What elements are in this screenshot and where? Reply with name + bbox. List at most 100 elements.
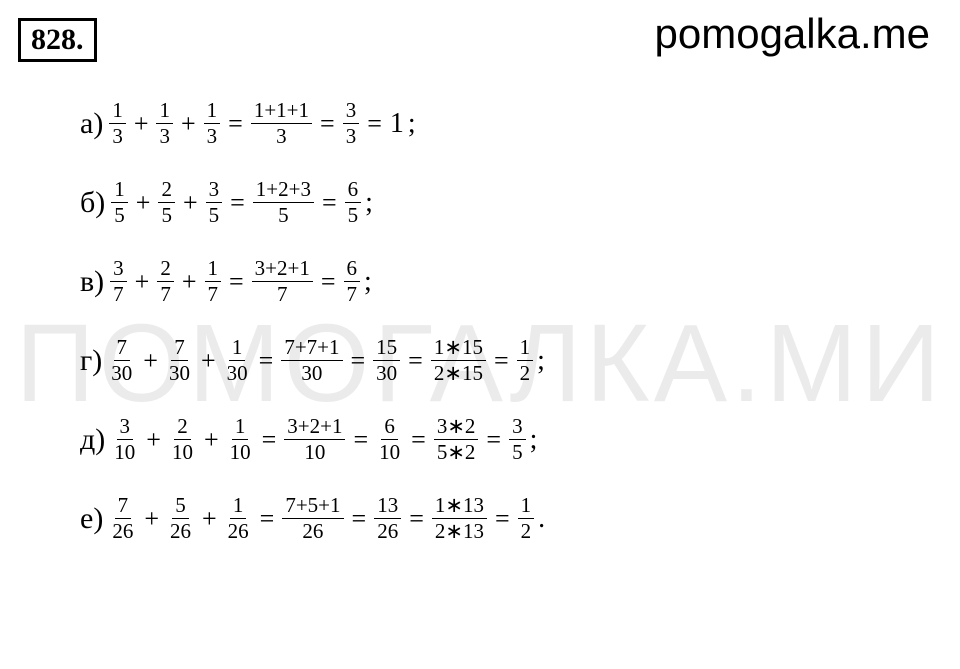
sum-frac-den: 5: [275, 203, 292, 226]
term-frac: 726: [109, 495, 136, 542]
equation-row: д)310+210+110=3+2+110=610=3∗25∗2=35;: [80, 416, 940, 463]
term-frac-num: 2: [158, 179, 175, 203]
problem-number: 828: [31, 23, 76, 56]
equals-sign: =: [411, 425, 426, 455]
term-frac: 110: [227, 416, 254, 463]
term-frac-num: 1: [204, 100, 221, 124]
term-frac: 27: [157, 258, 174, 305]
term-frac-num: 3: [206, 179, 223, 203]
row-label: е): [80, 502, 103, 536]
step-frac-den: 5∗2: [434, 440, 479, 463]
equals-sign: =: [229, 267, 244, 297]
step-frac-den: 30: [373, 361, 400, 384]
step-frac: 65: [345, 179, 362, 226]
equals-sign: =: [353, 425, 368, 455]
row-label: д): [80, 423, 105, 457]
term-frac: 37: [110, 258, 127, 305]
term-frac-den: 26: [167, 519, 194, 542]
term-frac: 130: [224, 337, 251, 384]
step-frac-num: 1∗13: [432, 495, 487, 519]
equals-sign: =: [409, 504, 424, 534]
term-frac: 35: [206, 179, 223, 226]
final-value: 1: [390, 108, 404, 140]
term-frac-den: 3: [204, 124, 221, 147]
step-frac: 1326: [374, 495, 401, 542]
term-frac-num: 1: [111, 179, 128, 203]
term-frac-num: 1: [109, 100, 126, 124]
step-frac-den: 2: [517, 361, 534, 384]
step-frac-den: 26: [374, 519, 401, 542]
step-frac-num: 3: [343, 100, 360, 124]
step-frac-num: 3: [509, 416, 526, 440]
sum-frac: 1+2+35: [253, 179, 314, 226]
step-frac-den: 5: [509, 440, 526, 463]
term-frac: 15: [111, 179, 128, 226]
plus-sign: +: [144, 504, 159, 534]
sum-frac-num: 1+1+1: [251, 100, 312, 124]
term-frac: 13: [156, 100, 173, 147]
sum-frac-num: 7+7+1: [281, 337, 342, 361]
row-terminator: ;: [530, 424, 538, 456]
term-frac: 730: [166, 337, 193, 384]
equals-sign: =: [262, 425, 277, 455]
step-frac: 67: [344, 258, 361, 305]
term-frac-num: 7: [171, 337, 188, 361]
term-frac: 13: [204, 100, 221, 147]
step-frac: 3∗25∗2: [434, 416, 479, 463]
term-frac-den: 30: [108, 361, 135, 384]
step-frac-den: 2∗13: [432, 519, 487, 542]
step-frac-num: 13: [374, 495, 401, 519]
sum-frac: 1+1+13: [251, 100, 312, 147]
step-frac-num: 6: [345, 179, 362, 203]
term-frac-den: 10: [227, 440, 254, 463]
sum-frac: 3+2+17: [252, 258, 313, 305]
plus-sign: +: [183, 188, 198, 218]
row-label: а): [80, 107, 103, 141]
equals-sign: =: [230, 188, 245, 218]
sum-frac: 7+7+130: [281, 337, 342, 384]
term-frac: 310: [111, 416, 138, 463]
step-frac: 12: [517, 337, 534, 384]
step-frac: 35: [509, 416, 526, 463]
equals-sign: =: [486, 425, 501, 455]
term-frac-den: 10: [111, 440, 138, 463]
equation-row: г)730+730+130=7+7+130=1530=1∗152∗15=12;: [80, 337, 940, 384]
term-frac-num: 3: [117, 416, 134, 440]
term-frac-den: 3: [109, 124, 126, 147]
plus-sign: +: [204, 425, 219, 455]
term-frac: 17: [205, 258, 222, 305]
term-frac: 210: [169, 416, 196, 463]
step-frac-num: 1∗15: [431, 337, 486, 361]
equals-sign: =: [228, 109, 243, 139]
term-frac: 126: [225, 495, 252, 542]
plus-sign: +: [201, 346, 216, 376]
plus-sign: +: [143, 346, 158, 376]
sum-frac-num: 3+2+1: [284, 416, 345, 440]
step-frac-den: 5: [345, 203, 362, 226]
site-label: pomogalka.me: [655, 10, 930, 58]
term-frac-num: 7: [114, 337, 131, 361]
term-frac-num: 1: [229, 337, 246, 361]
term-frac: 25: [158, 179, 175, 226]
sum-frac: 7+5+126: [282, 495, 343, 542]
problem-number-box: 828.: [18, 18, 97, 62]
equation-row: в)37+27+17=3+2+17=67;: [80, 258, 940, 305]
equals-sign: =: [352, 504, 367, 534]
term-frac-den: 30: [166, 361, 193, 384]
step-frac-den: 2: [518, 519, 535, 542]
term-frac-den: 26: [225, 519, 252, 542]
sum-frac-den: 7: [274, 282, 291, 305]
plus-sign: +: [182, 267, 197, 297]
equals-sign: =: [321, 267, 336, 297]
term-frac-den: 7: [110, 282, 127, 305]
term-frac-den: 10: [169, 440, 196, 463]
equals-sign: =: [259, 346, 274, 376]
plus-sign: +: [146, 425, 161, 455]
sum-frac: 3+2+110: [284, 416, 345, 463]
term-frac-den: 5: [158, 203, 175, 226]
step-frac: 33: [343, 100, 360, 147]
term-frac-num: 2: [157, 258, 174, 282]
equals-sign: =: [367, 109, 382, 139]
problem-number-dot: .: [76, 23, 84, 56]
term-frac-num: 1: [156, 100, 173, 124]
